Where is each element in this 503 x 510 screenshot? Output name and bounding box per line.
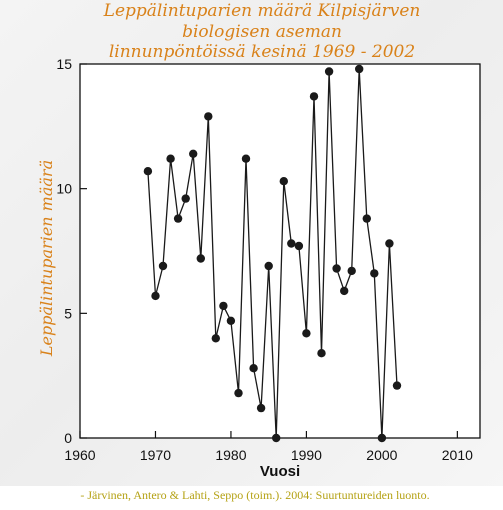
data-point — [362, 214, 371, 223]
y-axis-label: Leppälintuparien määrä — [37, 160, 56, 357]
x-tick-label: 1970 — [140, 447, 171, 463]
data-point — [181, 194, 190, 203]
data-point — [151, 291, 160, 301]
data-point — [370, 269, 379, 278]
data-point — [234, 388, 243, 398]
data-point — [287, 239, 296, 248]
data-point — [347, 266, 356, 276]
data-point — [332, 264, 341, 273]
data-point — [317, 349, 326, 358]
data-point — [249, 364, 258, 373]
x-axis-label: Vuosi — [260, 463, 300, 480]
x-tick-label: 2000 — [366, 447, 397, 463]
chart-title-line-1: Leppälintuparien määrä Kilpisjärven — [103, 1, 421, 21]
data-point — [377, 433, 387, 443]
plot-area-frame — [79, 63, 481, 439]
data-point — [272, 433, 281, 443]
chart-title-line-3: linnunpöntöissä kesinä 1969 - 2002 — [109, 42, 415, 62]
data-point — [385, 239, 394, 248]
data-point — [340, 286, 349, 296]
data-point — [189, 149, 198, 158]
x-axis-ticks: 1960 1970 1980 1990 2000 2010 — [64, 431, 473, 463]
x-tick-label: 2010 — [442, 447, 473, 463]
y-axis-ticks: 0 5 10 15 — [56, 56, 87, 446]
data-point — [302, 329, 311, 338]
y-tick-label: 15 — [56, 56, 72, 72]
chart-title-line-2: biologisen aseman — [182, 22, 342, 42]
data-point — [256, 403, 266, 413]
x-tick-label: 1960 — [64, 447, 95, 463]
data-point — [324, 67, 334, 76]
data-point — [264, 261, 273, 271]
data-point — [166, 154, 175, 163]
x-tick-label: 1990 — [291, 447, 322, 463]
chart-title: Leppälintuparien määrä Kilpisjärven biol… — [103, 1, 421, 62]
y-tick-label: 5 — [64, 305, 72, 321]
data-point — [309, 92, 319, 101]
y-tick-label: 10 — [56, 181, 72, 197]
x-tick-label: 1980 — [215, 447, 246, 463]
data-point — [211, 334, 220, 343]
data-point — [226, 316, 236, 325]
series-line — [147, 68, 398, 439]
data-point — [196, 254, 205, 263]
data-point — [392, 381, 402, 390]
data-point — [219, 301, 228, 311]
data-point — [241, 154, 251, 163]
source-citation: - Järvinen, Antero & Lahti, Seppo (toim.… — [80, 488, 429, 502]
series-pairs — [143, 64, 402, 443]
y-tick-label: 0 — [64, 430, 72, 446]
data-point — [173, 214, 183, 223]
data-point — [294, 241, 304, 251]
data-point — [143, 167, 153, 176]
data-point — [355, 64, 364, 74]
data-point — [158, 261, 168, 271]
data-point — [279, 177, 288, 186]
data-point — [204, 112, 213, 121]
